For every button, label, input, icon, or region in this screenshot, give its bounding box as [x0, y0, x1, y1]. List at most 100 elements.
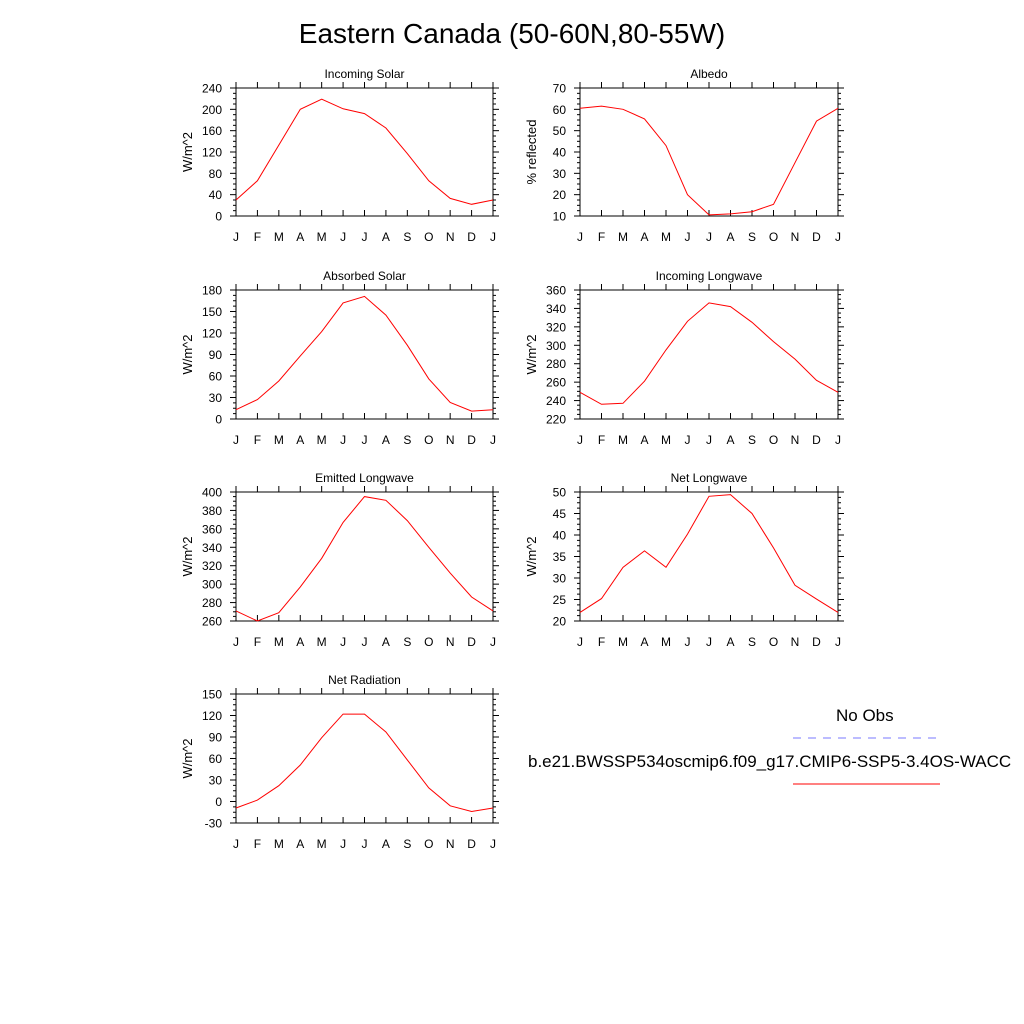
absorbed-solar-xtick-label: M	[317, 433, 327, 447]
incoming-solar-series-line	[235, 98, 494, 205]
absorbed-solar-ytick-label: 30	[209, 391, 223, 405]
absorbed-solar-xtick-label: F	[254, 433, 261, 447]
emitted-longwave-ytick-label: 300	[202, 578, 222, 592]
absorbed-solar-xtick-label: J	[362, 433, 368, 447]
emitted-longwave-ytick-label: 280	[202, 596, 222, 610]
legend	[793, 737, 940, 785]
net-longwave-ylabel: W/m^2	[524, 536, 539, 576]
absorbed-solar-xtick-label: A	[382, 433, 390, 447]
incoming-solar-ytick-label: 120	[202, 146, 222, 160]
net-longwave-xtick-label: A	[640, 635, 648, 649]
absorbed-solar-title: Absorbed Solar	[323, 269, 406, 283]
albedo-ytick-label: 10	[553, 210, 567, 224]
emitted-longwave-xtick-label: F	[254, 635, 261, 649]
net-radiation-ytick-label: 30	[209, 774, 223, 788]
net-radiation-xtick-label: J	[233, 837, 239, 851]
net-radiation-xtick-label: O	[424, 837, 433, 851]
incoming-longwave-title: Incoming Longwave	[656, 269, 763, 283]
incoming-longwave-ytick-label: 280	[546, 357, 566, 371]
incoming-solar-title: Incoming Solar	[324, 67, 404, 81]
absorbed-solar-xtick-label: S	[403, 433, 411, 447]
albedo-xtick-label: D	[812, 230, 821, 244]
incoming-longwave-ytick-label: 360	[546, 284, 566, 298]
emitted-longwave-xtick-label: J	[362, 635, 368, 649]
albedo-series-line	[579, 105, 839, 216]
incoming-longwave-xtick-label: M	[661, 433, 671, 447]
incoming-longwave-ytick-label: 320	[546, 320, 566, 334]
emitted-longwave-ytick-label: 260	[202, 615, 222, 629]
emitted-longwave-frame	[235, 491, 494, 622]
incoming-longwave-xtick-label: S	[748, 433, 756, 447]
incoming-longwave-xtick-label: N	[791, 433, 800, 447]
albedo-xtick-label: M	[661, 230, 671, 244]
absorbed-solar-xtick-label: D	[467, 433, 476, 447]
albedo-xtick-label: A	[726, 230, 734, 244]
incoming-longwave-ytick-label: 240	[546, 394, 566, 408]
incoming-longwave-ytick-label: 340	[546, 302, 566, 316]
incoming-longwave-xtick-label: A	[726, 433, 734, 447]
absorbed-solar-ytick-label: 0	[215, 413, 222, 427]
incoming-solar-xtick-label: S	[403, 230, 411, 244]
emitted-longwave-xtick-label: O	[424, 635, 433, 649]
net-longwave-xtick-label: J	[835, 635, 841, 649]
net-longwave-ytick-label: 30	[553, 572, 567, 586]
absorbed-solar-xtick-label: A	[296, 433, 304, 447]
incoming-solar-xtick-label: J	[233, 230, 239, 244]
emitted-longwave-xtick-label: A	[296, 635, 304, 649]
albedo-xtick-label: J	[577, 230, 583, 244]
net-longwave-xtick-label: M	[618, 635, 628, 649]
emitted-longwave-xtick-label: M	[317, 635, 327, 649]
net-longwave-ytick-label: 20	[553, 615, 567, 629]
incoming-solar-ytick-label: 160	[202, 124, 222, 138]
incoming-solar-xtick-label: M	[274, 230, 284, 244]
albedo-ylabel: % reflected	[524, 119, 539, 184]
absorbed-solar-xtick-label: J	[340, 433, 346, 447]
albedo-xtick-label: O	[769, 230, 778, 244]
albedo-ytick-label: 70	[553, 82, 567, 96]
emitted-longwave-ytick-label: 360	[202, 522, 222, 536]
legend-model-label: b.e21.BWSSP534oscmip6.f09_g17.CMIP6-SSP5…	[528, 752, 1012, 771]
net-radiation-xtick-label: M	[274, 837, 284, 851]
emitted-longwave-ytick-label: 380	[202, 504, 222, 518]
absorbed-solar-ytick-label: 60	[209, 370, 223, 384]
net-longwave-title: Net Longwave	[671, 471, 748, 485]
absorbed-solar-frame	[235, 289, 494, 420]
net-longwave-ytick-label: 35	[553, 550, 567, 564]
net-radiation-ylabel: W/m^2	[180, 738, 195, 778]
net-radiation-ytick-label: 60	[209, 752, 223, 766]
albedo-ytick-label: 50	[553, 124, 567, 138]
net-longwave-frame	[579, 491, 839, 622]
net-radiation-series-line	[235, 713, 494, 813]
emitted-longwave-series-line	[235, 496, 494, 622]
net-radiation-xtick-label: J	[362, 837, 368, 851]
net-longwave-xtick-label: S	[748, 635, 756, 649]
net-longwave-ytick-label: 40	[553, 529, 567, 543]
net-radiation-ytick-label: 0	[215, 795, 222, 809]
emitted-longwave-xtick-label: N	[446, 635, 455, 649]
albedo-xtick-label: A	[640, 230, 648, 244]
incoming-solar-ytick-label: 200	[202, 103, 222, 117]
emitted-longwave-title: Emitted Longwave	[315, 471, 414, 485]
net-radiation-xtick-label: N	[446, 837, 455, 851]
net-radiation-xtick-label: D	[467, 837, 476, 851]
net-radiation-xtick-label: A	[296, 837, 304, 851]
net-radiation-ytick-label: 150	[202, 688, 222, 702]
net-longwave-xtick-label: J	[577, 635, 583, 649]
absorbed-solar-xtick-label: O	[424, 433, 433, 447]
incoming-longwave-xtick-label: J	[577, 433, 583, 447]
emitted-longwave-xtick-label: A	[382, 635, 390, 649]
net-radiation-ytick-label: 120	[202, 709, 222, 723]
incoming-solar-ytick-label: 240	[202, 82, 222, 96]
absorbed-solar-ytick-label: 120	[202, 327, 222, 341]
incoming-longwave-xtick-label: A	[640, 433, 648, 447]
net-longwave-xtick-label: M	[661, 635, 671, 649]
emitted-longwave-ytick-label: 340	[202, 541, 222, 555]
incoming-longwave-xtick-label: F	[598, 433, 605, 447]
net-longwave-ytick-label: 25	[553, 593, 567, 607]
